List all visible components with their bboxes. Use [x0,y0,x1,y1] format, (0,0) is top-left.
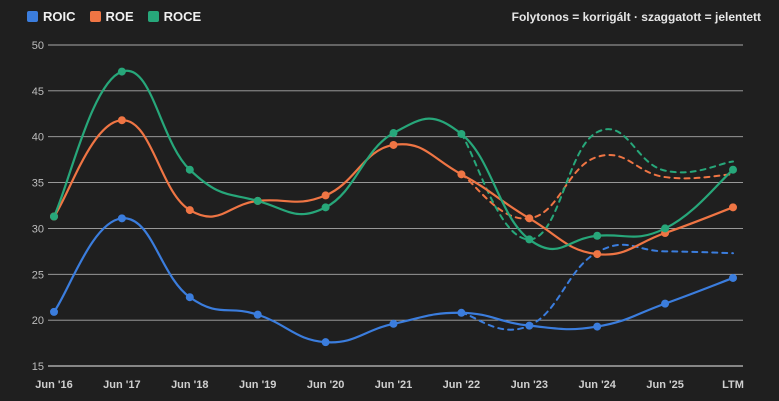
series-line-adjusted-roic [52,217,735,344]
series-line-adjusted-roe [52,119,735,256]
y-tick-label: 40 [32,132,44,144]
legend-swatch-roe [89,11,101,22]
x-tick-label: Jun '17 [103,379,140,391]
y-tick-label: 20 [32,315,44,327]
series-line-reported-roce [460,128,734,241]
x-tick-label: Jun '19 [239,379,276,391]
x-tick-label: Jun '25 [646,379,683,391]
y-tick-label: 50 [32,40,44,52]
data-point-roce [593,231,602,240]
line-style-note: Folytonos = korrigált · szaggatott = jel… [511,10,761,24]
data-point-roic [729,273,737,282]
legend-item-roce[interactable]: ROCE [147,9,202,24]
data-point-roic [50,307,58,316]
x-tick-label: LTM [722,379,744,391]
grid-layer [48,44,743,367]
data-point-roic [185,293,194,302]
x-tick-label: Jun '21 [375,379,412,391]
y-tick-label: 35 [32,178,44,190]
data-point-roce [253,196,262,205]
x-tick-label: Jun '20 [307,379,344,391]
data-point-roce [457,129,466,138]
legend-swatch-roce [147,11,159,22]
data-point-roic [661,299,670,308]
legend-label-roce: ROCE [163,9,202,24]
data-point-roe [185,206,194,215]
data-point-roic [321,338,330,347]
data-point-roce [389,129,398,138]
data-point-roic [525,321,534,330]
x-tick-label: Jun '24 [578,379,616,391]
y-tick-label: 45 [32,86,44,98]
y-tick-label: 15 [32,361,44,373]
y-tick-label: 25 [32,269,44,281]
legend-item-roic[interactable]: ROIC [27,9,76,24]
legend: ROIC ROE ROCE [27,9,201,24]
data-point-roe [729,203,737,212]
data-point-roce [729,165,737,174]
series-layer [50,67,737,347]
data-point-roe [389,140,398,149]
data-point-roic [457,308,466,317]
x-tick-label: Jun '16 [35,379,72,391]
data-point-roce [321,203,330,212]
data-point-roce [525,235,534,244]
x-tick-label: Jun '22 [443,379,480,391]
data-point-roe [457,170,466,179]
data-point-roe [593,250,602,259]
legend-item-roe[interactable]: ROE [89,9,134,24]
legend-swatch-roic [27,11,38,22]
series-line-reported-roe [460,154,734,220]
x-tick-label: Jun '23 [511,379,548,391]
data-point-roe [117,116,126,125]
data-point-roic [389,319,398,328]
legend-label-roe: ROE [105,9,134,24]
data-point-roce [661,224,670,233]
data-point-roce [185,165,194,174]
axis-layer: 15 20 25 30 35 40 45 50 Jun '16 Jun '17 Jun '18 Jun… [32,40,744,391]
series-line-adjusted-roce [52,69,735,251]
data-point-roe [525,214,534,223]
data-point-roce [50,212,58,221]
data-point-roic [117,214,126,223]
data-point-roic [253,310,262,319]
legend-label-roic: ROIC [43,9,76,24]
data-point-roce [117,67,126,76]
x-tick-label: Jun '18 [171,379,208,391]
data-point-roe [321,191,330,200]
y-tick-label: 30 [32,223,44,235]
data-point-roic [593,322,602,331]
